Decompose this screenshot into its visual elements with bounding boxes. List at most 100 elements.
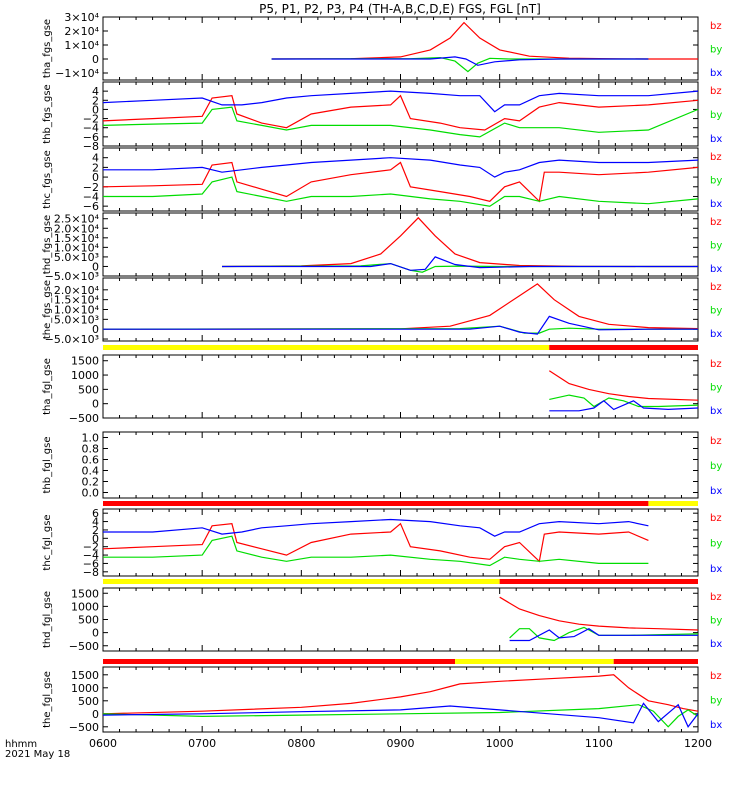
panel-thb_fgs_gse: 420−2−4−6−8 thb_fgs_gse bz by bx	[42, 81, 722, 153]
series-bx-line	[103, 315, 698, 335]
y-tick-label: −5.0×10³	[45, 333, 99, 346]
panel-thc_fgs_gse: 420−2−4−6 thc_fgs_gse bz by bx	[42, 147, 722, 213]
legend-bx: bx	[710, 134, 722, 145]
legend-bz: bz	[710, 513, 722, 524]
legend-bz: bz	[710, 152, 722, 163]
mode-bar-segment-red	[613, 659, 698, 664]
legend-by: by	[710, 110, 722, 121]
legend-by: by	[710, 306, 722, 317]
legend-by: by	[710, 176, 722, 187]
y-tick-label: −6	[83, 200, 99, 213]
panel-frame	[102, 431, 699, 499]
mode-bar-segment-yellow	[648, 501, 698, 506]
series-bx-line	[103, 90, 698, 113]
x-axis-label-unit: hhmm	[5, 739, 37, 750]
y-tick-label: 2	[92, 161, 99, 174]
x-tick-label: 0900	[387, 737, 415, 750]
y-tick-label: 2.0×10⁴	[54, 284, 100, 297]
y-axis-label: the_fgs_gse	[42, 280, 53, 339]
panel-frame	[102, 666, 699, 733]
y-tick-label: 0.2	[82, 476, 100, 489]
x-tick-label: 1200	[684, 737, 712, 750]
series-bz-line	[103, 283, 698, 330]
y-tick-label: −4	[83, 549, 99, 562]
x-tick-label: 1100	[585, 737, 613, 750]
y-tick-label: 0	[92, 627, 99, 640]
y-tick-label: −8	[83, 566, 99, 579]
y-axis-label: thd_fgs_gse	[42, 215, 53, 274]
series-bx-line	[549, 400, 698, 412]
y-tick-label: −4	[83, 122, 99, 135]
legend-bz: bz	[710, 436, 722, 447]
y-tick-label: 0	[92, 171, 99, 184]
legend-bz: bz	[710, 21, 722, 32]
y-tick-label: −8	[83, 140, 99, 153]
legend-bx: bx	[710, 564, 722, 575]
y-tick-label: 1.5×10⁴	[54, 294, 100, 307]
mode-bar	[103, 579, 698, 584]
series-by-line	[549, 394, 698, 408]
legend-bx: bx	[710, 639, 722, 650]
panel-frame	[102, 277, 699, 342]
series-by-line	[221, 262, 698, 273]
y-tick-label: −2	[83, 541, 99, 554]
y-tick-label: 1.5×10⁴	[54, 232, 100, 245]
y-tick-label: −2	[83, 181, 99, 194]
mode-bar	[103, 659, 698, 664]
y-tick-label: 1×10⁴	[64, 39, 99, 52]
series-bz-line	[221, 216, 698, 268]
y-tick-label: −4	[83, 190, 99, 203]
y-tick-label: 4	[92, 516, 99, 529]
mode-bar-segment-yellow	[103, 345, 550, 350]
y-tick-label: 0.8	[82, 443, 100, 456]
y-axis-label: tha_fgl_gse	[42, 358, 53, 415]
y-tick-label: 1.0	[82, 432, 100, 445]
y-tick-label: 1.0×10⁴	[54, 241, 100, 254]
panel-frame	[102, 587, 699, 652]
series-bz-line	[103, 522, 649, 563]
legend-bx: bx	[710, 329, 722, 340]
series-by-line	[103, 106, 698, 138]
series-bz-line	[271, 21, 698, 60]
y-tick-label: −6	[83, 557, 99, 570]
y-tick-label: 1.0×10⁴	[54, 304, 100, 317]
legend-bz: bz	[710, 217, 722, 228]
y-tick-label: 5.0×10³	[54, 313, 99, 326]
series-bx-line	[271, 56, 649, 66]
legend-bx: bx	[710, 199, 722, 210]
y-tick-label: −500	[69, 640, 99, 653]
mode-bar	[103, 501, 698, 506]
y-tick-label: 3×10⁴	[64, 11, 99, 24]
mode-bar-segment-red	[103, 501, 649, 506]
mode-bar-segment-red	[103, 659, 456, 664]
series-by-line	[103, 176, 698, 207]
mode-bar-segment-yellow	[455, 659, 614, 664]
series-bz-line	[103, 94, 698, 131]
y-tick-label: −500	[69, 412, 99, 425]
legend-by: by	[710, 461, 722, 472]
legend-by: by	[710, 539, 722, 550]
y-axis-label: thb_fgl_gse	[42, 437, 53, 494]
legend-bx: bx	[710, 720, 722, 731]
y-tick-label: 0	[92, 103, 99, 116]
series-by-line	[103, 325, 698, 334]
mode-bar-segment-yellow	[103, 579, 500, 584]
y-tick-label: 0	[92, 532, 99, 545]
y-tick-label: 2	[92, 94, 99, 107]
panel-the_fgs_gse: 2.0×10⁴1.5×10⁴1.0×10⁴5.0×10³0−5.0×10³the…	[42, 277, 722, 346]
y-tick-label: 0	[92, 398, 99, 411]
y-tick-label: 0	[92, 260, 99, 273]
series-bx-line	[509, 628, 698, 642]
legend-by: by	[710, 383, 722, 394]
mode-bar-segment-red	[499, 579, 698, 584]
y-axis-label: tha_fgs_gse	[42, 19, 53, 78]
x-axis: 0600 0700 0800 0900 1000 1100 1200	[89, 737, 712, 750]
y-tick-label: 500	[78, 383, 99, 396]
legend-bx: bx	[710, 486, 722, 497]
